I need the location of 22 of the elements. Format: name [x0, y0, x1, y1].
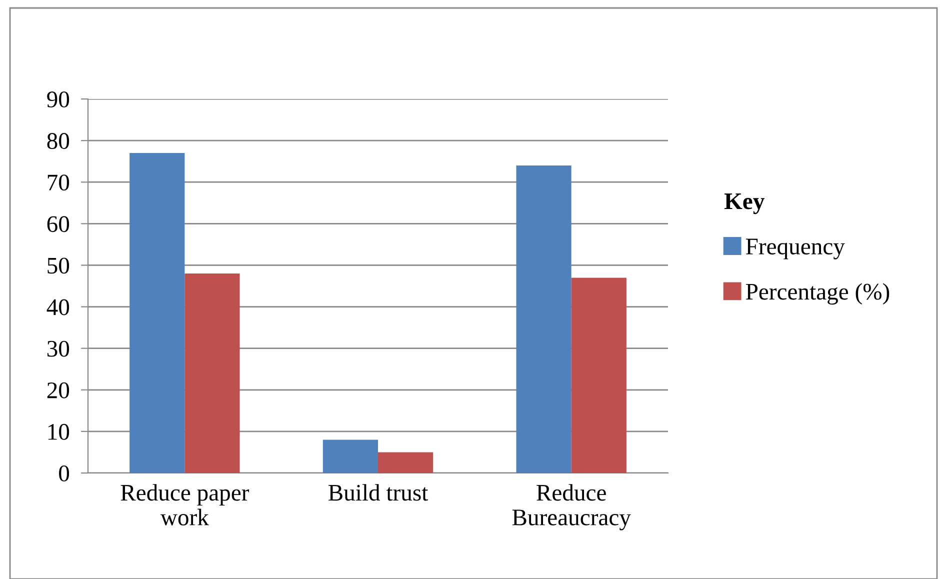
legend-label: Percentage (%): [746, 283, 890, 305]
y-tick-label: 80: [47, 133, 70, 149]
y-tick-label: 20: [47, 382, 70, 398]
y-tick-label: 0: [59, 465, 70, 482]
bar: [184, 274, 240, 473]
y-tick-label: 10: [48, 424, 70, 440]
legend-title: Key: [724, 194, 764, 214]
x-tick-label: Build trust: [328, 484, 428, 501]
bar: [378, 452, 434, 473]
y-tick-label: 90: [47, 91, 70, 108]
y-tick-label: 50: [48, 258, 70, 274]
bar: [516, 165, 572, 473]
bar: [130, 153, 185, 473]
y-tick-label: 40: [46, 299, 70, 316]
bar: [571, 278, 626, 473]
legend-label: Frequency: [746, 238, 845, 260]
y-tick-label: 60: [47, 216, 70, 232]
y-tick-label: 70: [48, 174, 70, 191]
y-tick-label: 30: [47, 340, 70, 357]
x-tick-label: Reduce paper work: [120, 484, 250, 526]
bar: [322, 440, 378, 473]
x-tick-label: Reduce Bureaucracy: [512, 484, 631, 530]
